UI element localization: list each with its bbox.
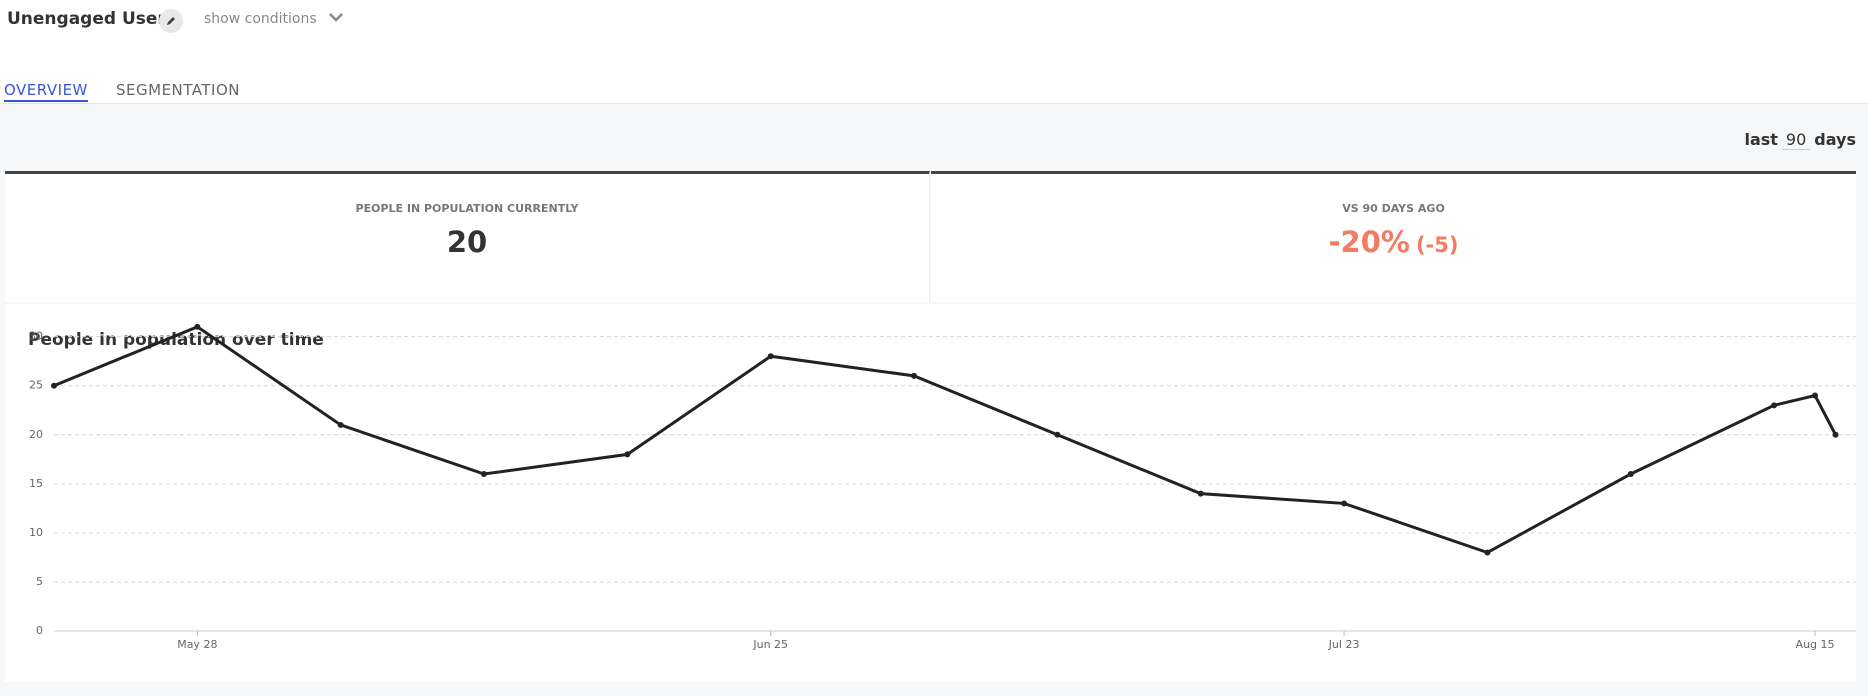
data-line bbox=[53, 325, 1837, 555]
y-tick-label: 5 bbox=[36, 575, 43, 588]
y-tick-label: 0 bbox=[36, 624, 43, 637]
stat-change: (-5) bbox=[1415, 233, 1459, 257]
y-tick-label: 30 bbox=[29, 330, 43, 343]
edit-button[interactable] bbox=[159, 9, 183, 33]
stat-card: VS 90 DAYS AGO -20% (-5) bbox=[931, 171, 1856, 302]
range-days[interactable]: 90 bbox=[1781, 130, 1811, 150]
y-tick-label: 15 bbox=[29, 477, 43, 490]
data-point bbox=[1771, 402, 1778, 409]
data-point bbox=[1054, 431, 1061, 438]
conditions-text: show conditions bbox=[204, 11, 317, 27]
data-point bbox=[1812, 392, 1819, 399]
x-tick-label: Jul 23 bbox=[1328, 638, 1360, 651]
stat-card: PEOPLE IN POPULATION CURRENTLY 20 bbox=[5, 171, 930, 302]
tab[interactable]: OVERVIEW bbox=[4, 81, 88, 102]
stat-label: PEOPLE IN POPULATION CURRENTLY bbox=[355, 202, 579, 215]
data-point bbox=[1627, 471, 1634, 477]
data-point bbox=[1484, 549, 1491, 556]
data-point bbox=[337, 421, 344, 428]
stat-value: 20 bbox=[446, 225, 488, 259]
chart-title: People in population over time bbox=[28, 330, 324, 350]
data-point bbox=[51, 382, 57, 389]
stat-label: VS 90 DAYS AGO bbox=[1342, 202, 1445, 215]
stat-value: -20% (-5) bbox=[931, 225, 1856, 259]
data-point bbox=[1341, 500, 1348, 507]
data-point bbox=[194, 323, 201, 330]
data-point bbox=[911, 372, 918, 379]
data-point bbox=[1197, 490, 1204, 497]
chevron bbox=[329, 13, 343, 22]
edit-icon bbox=[167, 17, 175, 25]
data-point bbox=[624, 451, 631, 458]
data-point bbox=[767, 353, 774, 360]
y-tick-label: 25 bbox=[29, 379, 43, 392]
x-tick-label: Aug 15 bbox=[1796, 638, 1835, 651]
stat-percent: -20% bbox=[1328, 225, 1410, 259]
tab[interactable]: SEGMENTATION bbox=[116, 81, 240, 99]
range-selector: last 90 days bbox=[1744, 130, 1856, 150]
data-point bbox=[1832, 431, 1839, 438]
show-conditions[interactable]: show conditions bbox=[204, 11, 345, 27]
range-prefix: last bbox=[1744, 130, 1778, 149]
x-tick-label: May 28 bbox=[177, 638, 217, 651]
y-tick-label: 10 bbox=[29, 526, 43, 539]
chart: People in population over time 0 5 10 15 20 2… bbox=[28, 323, 1856, 651]
y-tick-label: 20 bbox=[29, 428, 43, 441]
data-point bbox=[481, 471, 488, 477]
population-title: Unengaged Users bbox=[7, 9, 176, 29]
x-tick-label: Jun 25 bbox=[752, 638, 788, 651]
range-suffix: days bbox=[1814, 130, 1856, 149]
chart-panel: People in population over time 0 5 10 15 20 2… bbox=[5, 304, 1856, 682]
